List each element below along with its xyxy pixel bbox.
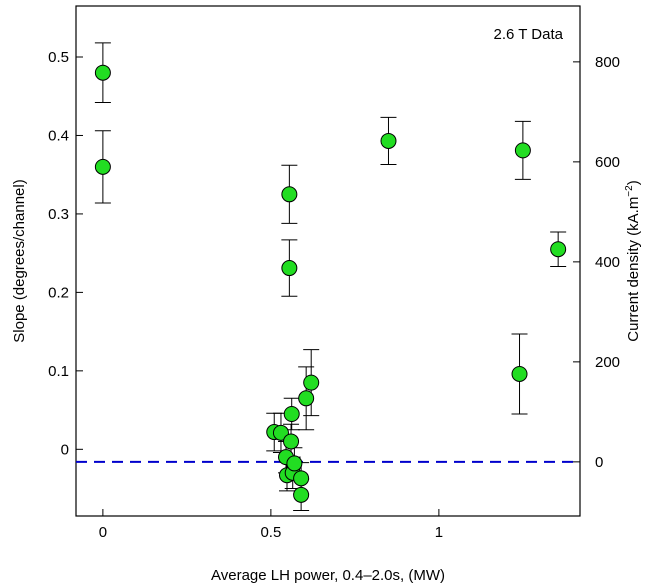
y2-axis-label-main: Current density (kA.m (625, 197, 642, 342)
plot-frame (75, 5, 581, 517)
data-point (283, 406, 300, 422)
y2-axis-ticks: 0 200 400 600 800 (573, 54, 620, 471)
data-point (298, 390, 315, 407)
y-axis-ticks: 0 0.1 0.2 0.3 0.4 0.5 (48, 49, 83, 458)
data-point (94, 64, 111, 81)
y-tick-label: 0.4 (48, 127, 69, 144)
data-point (293, 486, 310, 503)
data-point (514, 142, 531, 159)
y2-axis-label-exponent: −2 (624, 185, 635, 197)
y-tick-label: 0.1 (48, 363, 69, 380)
y2-tick-label: 200 (595, 354, 620, 371)
annotation-label: 2.6 T Data (494, 26, 564, 43)
y2-axis-label-close: ) (625, 180, 642, 185)
y-tick-label: 0.2 (48, 284, 69, 301)
y2-axis-label: Current density (kA.m−2) (624, 180, 642, 341)
x-tick-label: 0 (99, 524, 107, 541)
data-point (286, 455, 303, 472)
y-tick-label: 0.5 (48, 49, 69, 66)
x-axis-label: Average LH power, 0.4–2.0s, (MW) (211, 567, 445, 584)
x-tick-label: 0.5 (260, 524, 281, 541)
data-points (94, 42, 567, 512)
data-point (94, 158, 111, 175)
y-tick-label: 0.3 (48, 206, 69, 223)
y2-tick-label: 600 (595, 154, 620, 171)
y-tick-label: 0 (61, 441, 69, 458)
data-point (511, 365, 528, 382)
x-tick-label: 1 (435, 524, 443, 541)
data-point (303, 374, 320, 391)
data-point (550, 241, 567, 258)
y-axis-label: Slope (degrees/channel) (11, 179, 28, 342)
x-axis-ticks: 0 0.5 1 (99, 509, 443, 541)
y2-tick-label: 0 (595, 454, 603, 471)
data-point (293, 470, 310, 487)
data-point (281, 186, 298, 203)
data-point (283, 433, 300, 450)
data-point (281, 260, 298, 277)
y2-tick-label: 800 (595, 54, 620, 71)
data-point (380, 132, 397, 149)
y2-tick-label: 400 (595, 254, 620, 271)
